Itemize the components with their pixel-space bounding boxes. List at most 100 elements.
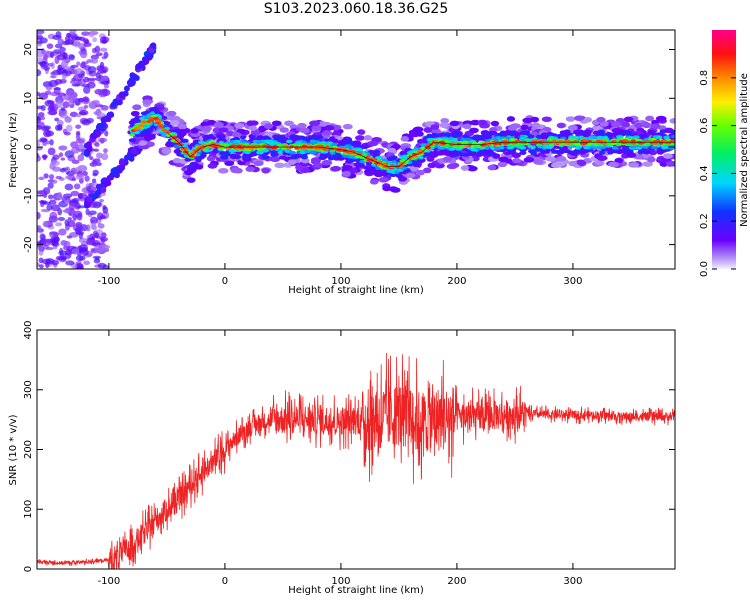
spectrogram-blob bbox=[659, 129, 668, 134]
spectrogram-blob bbox=[321, 159, 333, 166]
y-tick-label: 20 bbox=[23, 43, 34, 56]
spectrogram-blob bbox=[541, 116, 552, 123]
spectrogram-blob bbox=[94, 257, 100, 261]
spectrogram-blob bbox=[637, 150, 644, 155]
spectrogram-blob bbox=[51, 259, 60, 266]
spectrogram-blob bbox=[61, 255, 67, 261]
spectrogram-blob bbox=[274, 162, 285, 169]
spectrogram-blob bbox=[640, 121, 650, 127]
spectrogram-blob bbox=[90, 54, 100, 60]
spectrogram-blob bbox=[58, 152, 64, 158]
snr-x-label: Height of straight line (km) bbox=[288, 585, 424, 596]
spectrogram-blob bbox=[83, 150, 90, 157]
spectrogram-blob bbox=[83, 42, 92, 48]
spectrogram-blob bbox=[420, 143, 428, 147]
spectrogram-blob bbox=[99, 199, 105, 203]
spectrogram-blob bbox=[329, 137, 337, 142]
spectrogram-blob bbox=[65, 124, 73, 132]
spectrogram-blob bbox=[53, 87, 61, 91]
spectrogram-blob bbox=[64, 240, 71, 249]
spectrogram-blob bbox=[57, 208, 63, 216]
spectrogram-blob bbox=[506, 116, 516, 122]
spectrogram-blob bbox=[42, 154, 47, 161]
spectrogram-blob bbox=[611, 127, 622, 134]
spectrogram-blob bbox=[46, 204, 53, 211]
colorbar-bar bbox=[712, 30, 736, 269]
spectrogram-blob bbox=[336, 148, 341, 152]
spectrogram-blob bbox=[61, 72, 67, 80]
spectrogram-blob bbox=[403, 159, 410, 163]
spectrogram-blob bbox=[542, 149, 551, 154]
spectrogram-blob bbox=[507, 125, 518, 132]
y-tick-label: 400 bbox=[23, 320, 34, 339]
spectrogram-blob bbox=[37, 225, 42, 229]
spectrogram-blob bbox=[581, 149, 590, 154]
spectrogram-blob bbox=[69, 111, 78, 118]
spectrogram-blob bbox=[462, 140, 469, 144]
spectrogram-blob bbox=[207, 119, 217, 126]
spectrogram-blob bbox=[443, 132, 451, 137]
spectrogram-blob bbox=[75, 138, 85, 144]
spectrogram-blob bbox=[415, 131, 424, 137]
spectrogram-blob bbox=[288, 150, 297, 155]
spectrogram-blob bbox=[583, 116, 592, 123]
spectrogram-blob bbox=[299, 127, 310, 134]
spectrogram-blob bbox=[75, 36, 83, 41]
spectrogram-blob bbox=[359, 155, 364, 159]
spectrogram-blob bbox=[578, 130, 585, 135]
spectrogram-blob bbox=[37, 112, 45, 118]
spectrogram-blob bbox=[50, 71, 55, 76]
spectrogram-blob bbox=[490, 120, 500, 127]
spectrogram-blob bbox=[610, 121, 622, 128]
spectrogram-blob bbox=[442, 156, 453, 162]
spectrogram-blob bbox=[330, 143, 338, 147]
spectrogram-blob bbox=[148, 47, 155, 54]
spectrogram-blob bbox=[201, 125, 212, 132]
spectrogram-blob bbox=[37, 142, 41, 147]
spectrogram-blob bbox=[638, 133, 648, 139]
spectrogram-blob bbox=[245, 166, 255, 172]
spectrogram-blob bbox=[57, 38, 64, 45]
spectrogram-blob bbox=[253, 160, 264, 167]
colorbar-tick-label: 0.4 bbox=[699, 165, 710, 181]
spectrogram-blob bbox=[355, 135, 365, 141]
spectrogram-blob bbox=[287, 159, 297, 165]
spectrogram-blob bbox=[87, 77, 97, 81]
spectrogram-blob bbox=[94, 244, 105, 253]
spectrogram-blob bbox=[55, 100, 63, 109]
spectrogram-blob bbox=[64, 209, 71, 213]
spectrogram-blob bbox=[347, 167, 359, 174]
spectrogram-blob bbox=[656, 135, 663, 139]
spectrogram-blob bbox=[83, 76, 90, 83]
spectrogram-blob bbox=[623, 116, 634, 123]
spectrogram-blob bbox=[42, 125, 52, 130]
spectrogram-blob bbox=[341, 170, 351, 177]
spectrogram-blob bbox=[475, 151, 483, 157]
spectrogram-blob bbox=[511, 152, 522, 159]
spectrogram-blob bbox=[161, 128, 167, 132]
x-tick-label: -100 bbox=[98, 276, 121, 287]
y-tick-label: 0 bbox=[23, 144, 34, 150]
spectrogram-blob bbox=[525, 134, 535, 139]
spectrogram-blob bbox=[574, 115, 585, 122]
spectrogram-blob bbox=[100, 122, 107, 129]
spectrogram-blob bbox=[51, 204, 60, 212]
spectrogram-blob bbox=[211, 142, 216, 146]
spectrogram-blob bbox=[497, 161, 508, 168]
spectrogram-blob bbox=[427, 162, 437, 169]
spectrogram-blob bbox=[104, 130, 109, 137]
spectrogram-blob bbox=[54, 43, 63, 49]
y-tick-label: 10 bbox=[23, 92, 34, 105]
spectrogram-blob bbox=[57, 92, 66, 97]
spectrogram-blob bbox=[533, 159, 544, 165]
spectrogram-blob bbox=[57, 124, 63, 131]
spectrogram-blob bbox=[468, 152, 477, 157]
spectrogram-blob bbox=[489, 130, 498, 136]
spectrogram-blob bbox=[533, 141, 539, 145]
spectrogram-blob bbox=[279, 155, 287, 160]
spectrogram-blob bbox=[103, 84, 109, 89]
spectrogram-blob bbox=[620, 121, 631, 128]
y-tick-label: 300 bbox=[23, 380, 34, 399]
spectrogram-blob bbox=[652, 142, 659, 145]
